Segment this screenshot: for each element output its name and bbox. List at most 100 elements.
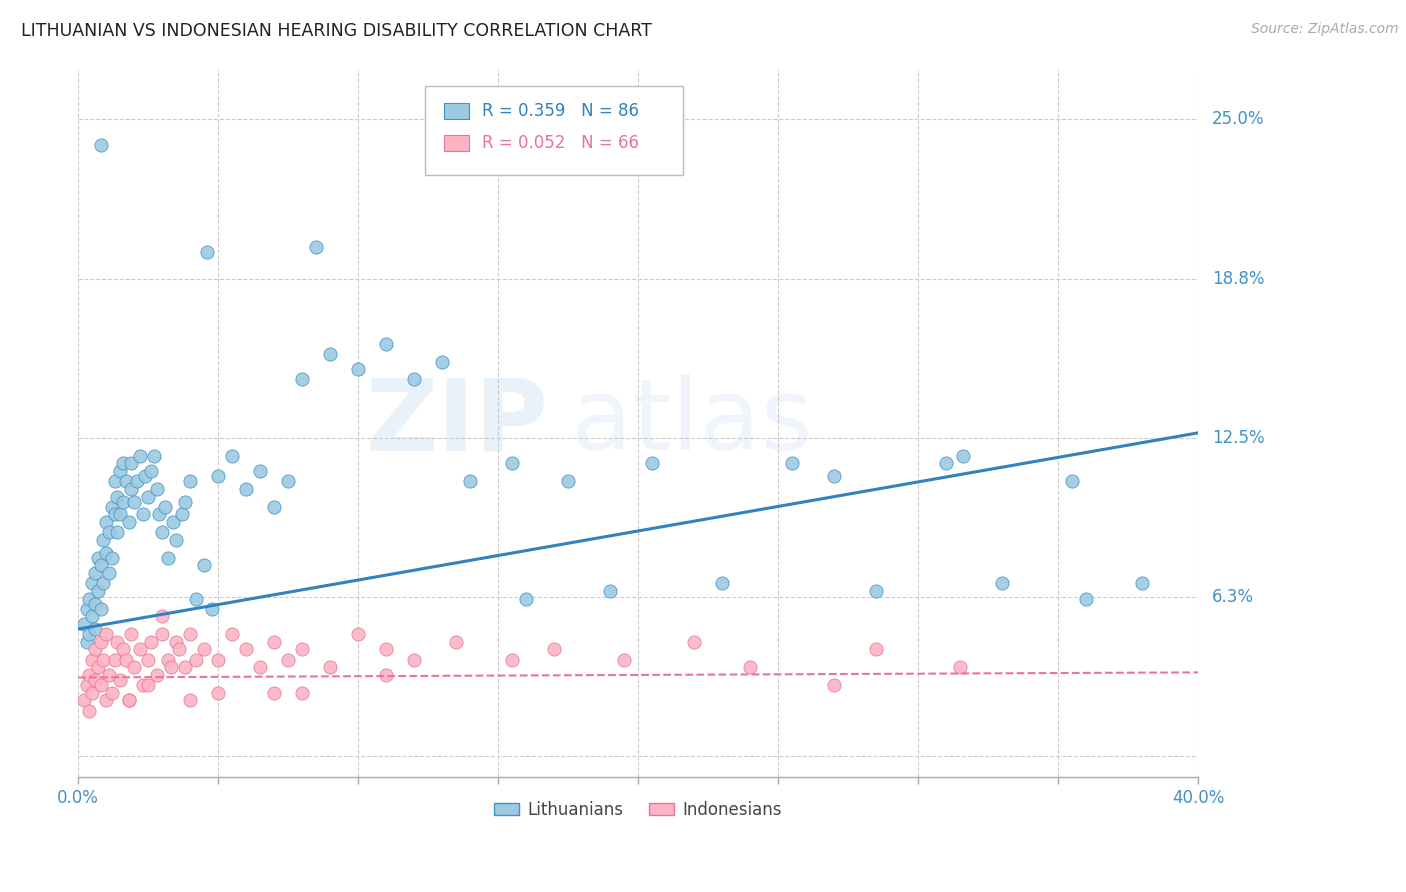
Lithuanians: [195, 244, 218, 259]
Lithuanians: [235, 482, 257, 496]
FancyBboxPatch shape: [444, 135, 470, 151]
Lithuanians: [89, 138, 111, 153]
Indonesians: [543, 642, 565, 657]
Indonesians: [823, 678, 845, 692]
Lithuanians: [375, 336, 398, 351]
Lithuanians: [114, 475, 136, 489]
Lithuanians: [165, 533, 187, 547]
Lithuanians: [73, 617, 96, 632]
Lithuanians: [221, 449, 243, 463]
Lithuanians: [179, 475, 201, 489]
Lithuanians: [89, 601, 111, 615]
Lithuanians: [76, 601, 98, 615]
Lithuanians: [86, 550, 108, 565]
Lithuanians: [139, 464, 162, 478]
Indonesians: [89, 635, 111, 649]
Lithuanians: [86, 583, 108, 598]
Indonesians: [103, 653, 125, 667]
Indonesians: [738, 660, 761, 674]
Lithuanians: [128, 449, 150, 463]
Lithuanians: [201, 601, 224, 615]
Indonesians: [159, 660, 181, 674]
Lithuanians: [76, 635, 98, 649]
Lithuanians: [823, 469, 845, 483]
Lithuanians: [94, 515, 117, 529]
Lithuanians: [1060, 475, 1083, 489]
Lithuanians: [515, 591, 537, 606]
Indonesians: [150, 627, 173, 641]
Indonesians: [193, 642, 215, 657]
Lithuanians: [305, 240, 328, 254]
Indonesians: [277, 653, 299, 667]
Indonesians: [375, 668, 398, 682]
Lithuanians: [131, 508, 153, 522]
Indonesians: [263, 686, 285, 700]
Lithuanians: [100, 500, 122, 514]
Indonesians: [347, 627, 370, 641]
Indonesians: [89, 678, 111, 692]
Text: LITHUANIAN VS INDONESIAN HEARING DISABILITY CORRELATION CHART: LITHUANIAN VS INDONESIAN HEARING DISABIL…: [21, 22, 652, 40]
Lithuanians: [97, 566, 120, 580]
Lithuanians: [1074, 591, 1097, 606]
Lithuanians: [91, 576, 114, 591]
Indonesians: [402, 653, 425, 667]
Lithuanians: [82, 576, 104, 591]
Lithuanians: [865, 583, 887, 598]
Indonesians: [73, 693, 96, 707]
Indonesians: [865, 642, 887, 657]
Indonesians: [117, 693, 139, 707]
Text: 18.8%: 18.8%: [1212, 269, 1264, 288]
Indonesians: [156, 653, 179, 667]
Indonesians: [207, 686, 229, 700]
Indonesians: [86, 660, 108, 674]
Indonesians: [131, 678, 153, 692]
Lithuanians: [103, 475, 125, 489]
Lithuanians: [263, 500, 285, 514]
Lithuanians: [94, 546, 117, 560]
Indonesians: [375, 642, 398, 657]
Indonesians: [82, 686, 104, 700]
Lithuanians: [501, 457, 523, 471]
Indonesians: [249, 660, 271, 674]
Indonesians: [111, 642, 134, 657]
Indonesians: [128, 642, 150, 657]
Lithuanians: [136, 490, 159, 504]
Lithuanians: [111, 494, 134, 508]
Lithuanians: [79, 627, 101, 641]
Indonesians: [179, 627, 201, 641]
Indonesians: [613, 653, 636, 667]
Indonesians: [150, 609, 173, 624]
Lithuanians: [125, 475, 148, 489]
Indonesians: [117, 693, 139, 707]
Indonesians: [84, 642, 107, 657]
Lithuanians: [156, 550, 179, 565]
Indonesians: [122, 660, 145, 674]
Indonesians: [79, 668, 101, 682]
Indonesians: [221, 627, 243, 641]
Lithuanians: [711, 576, 734, 591]
Lithuanians: [103, 508, 125, 522]
Indonesians: [501, 653, 523, 667]
Indonesians: [94, 627, 117, 641]
Indonesians: [114, 653, 136, 667]
Indonesians: [319, 660, 342, 674]
Indonesians: [145, 668, 167, 682]
Indonesians: [179, 693, 201, 707]
Indonesians: [94, 693, 117, 707]
Lithuanians: [249, 464, 271, 478]
Lithuanians: [82, 609, 104, 624]
Lithuanians: [170, 508, 193, 522]
Lithuanians: [134, 469, 156, 483]
Indonesians: [79, 704, 101, 718]
Indonesians: [100, 686, 122, 700]
Indonesians: [136, 678, 159, 692]
Text: 6.3%: 6.3%: [1212, 588, 1254, 607]
Indonesians: [136, 653, 159, 667]
Indonesians: [76, 678, 98, 692]
Lithuanians: [111, 457, 134, 471]
Indonesians: [120, 627, 142, 641]
Lithuanians: [557, 475, 579, 489]
Lithuanians: [935, 457, 957, 471]
Indonesians: [291, 686, 314, 700]
Text: atlas: atlas: [571, 374, 813, 471]
